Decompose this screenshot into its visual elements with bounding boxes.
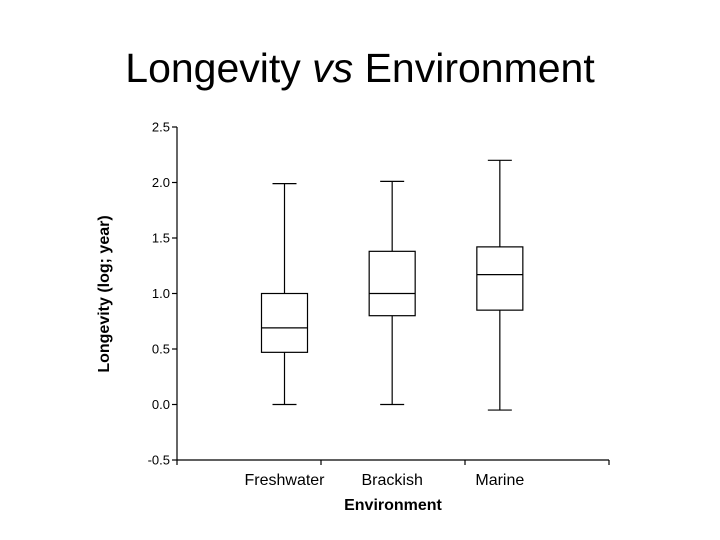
box-series	[260, 159, 524, 411]
iqr-box	[476, 246, 524, 311]
y-axis: -0.5 0.0 0.5 1.0 1.5 2.0 2.5	[148, 120, 178, 468]
page-title: Longevity vs Environment	[0, 44, 720, 92]
x-category-label: Freshwater	[244, 472, 325, 489]
y-axis-title: Longevity (log; year)	[96, 215, 113, 372]
iqr-box	[368, 250, 416, 317]
x-category-label: Brackish	[361, 472, 422, 489]
box-marine	[476, 159, 524, 411]
iqr-box	[260, 292, 309, 353]
box-freshwater	[260, 183, 309, 406]
x-axis-title: Environment	[344, 497, 442, 514]
title-suffix: Environment	[353, 45, 595, 91]
y-tick-label: 2.5	[152, 120, 170, 135]
box-brackish	[368, 180, 416, 406]
title-emphasis: vs	[312, 45, 354, 91]
x-category-label: Marine	[475, 472, 524, 489]
y-tick-label: -0.5	[148, 453, 170, 468]
y-tick-label: 0.0	[152, 397, 170, 412]
x-axis: Freshwater Brackish Marine	[176, 459, 610, 489]
y-tick-label: 2.0	[152, 175, 170, 190]
y-tick-label: 1.5	[152, 231, 170, 246]
y-tick-label: 0.5	[152, 342, 170, 357]
y-tick-label: 1.0	[152, 286, 170, 301]
title-prefix: Longevity	[125, 45, 313, 91]
